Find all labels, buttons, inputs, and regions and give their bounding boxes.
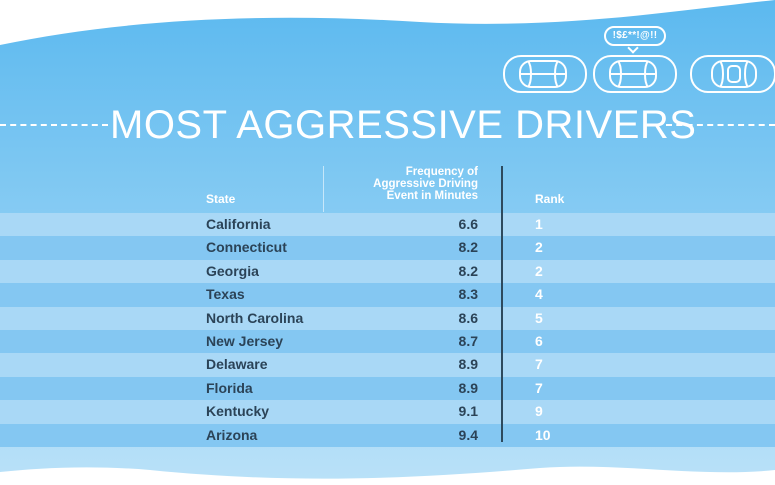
- speech-bubble: !$£**!@!!: [604, 26, 666, 46]
- frequency-cell: 6.6: [458, 216, 478, 232]
- state-cell: New Jersey: [206, 332, 284, 349]
- rank-cell: 10: [535, 426, 551, 443]
- state-cell: Florida: [206, 379, 253, 396]
- rank-cell: 2: [535, 262, 543, 279]
- column-header-frequency-line: Aggressive Driving: [373, 178, 478, 190]
- state-cell: Delaware: [206, 356, 268, 373]
- frequency-cell: 8.9: [458, 356, 478, 373]
- table-body: California 6.6 1 Connecticut 8.2 2 Georg…: [0, 213, 775, 447]
- state-cell: North Carolina: [206, 309, 304, 326]
- table-row: Texas 8.3 4: [0, 283, 775, 307]
- cars-illustration: [503, 55, 775, 93]
- page-title: MOST AGGRESSIVE DRIVERS: [110, 103, 697, 147]
- frequency-cell: 9.1: [458, 403, 478, 420]
- column-header-state: State: [206, 192, 236, 206]
- table-row: Florida 8.9 7: [0, 376, 775, 401]
- rank-cell: 7: [535, 379, 543, 396]
- frequency-cell: 9.4: [458, 426, 478, 443]
- table-row: Georgia 8.2 2: [0, 259, 775, 284]
- car-icon: [503, 55, 587, 93]
- state-cell: Kentucky: [206, 403, 270, 420]
- table-row: Kentucky 9.1 9: [0, 400, 775, 424]
- dashed-divider-right: [666, 124, 775, 126]
- column-header-frequency: Frequency of Aggressive Driving Event in…: [330, 166, 478, 202]
- state-cell: California: [206, 216, 271, 232]
- rank-cell: 2: [535, 239, 543, 256]
- frequency-cell: 8.2: [458, 262, 478, 279]
- rank-cell: 5: [535, 309, 543, 326]
- column-header-frequency-line: Event in Minutes: [386, 190, 478, 202]
- rank-cell: 9: [535, 403, 543, 420]
- rank-cell: 1: [535, 216, 543, 232]
- rank-cell: 4: [535, 286, 543, 303]
- car-icon: [593, 55, 677, 93]
- title-row: MOST AGGRESSIVE DRIVERS: [0, 100, 775, 150]
- table-row: Arizona 9.4 10: [0, 423, 775, 447]
- table-row: California 6.6 1: [0, 213, 775, 237]
- state-cell: Texas: [206, 286, 245, 303]
- table-row: New Jersey 8.7 6: [0, 329, 775, 354]
- table-row: Connecticut 8.2 2: [0, 236, 775, 260]
- table-row: Delaware 8.9 7: [0, 353, 775, 377]
- column-header-rank: Rank: [535, 192, 565, 206]
- state-cell: Georgia: [206, 262, 259, 279]
- frequency-cell: 8.2: [458, 239, 478, 256]
- frequency-cell: 8.6: [458, 309, 478, 326]
- rank-cell: 7: [535, 356, 543, 373]
- frequency-cell: 8.3: [458, 286, 478, 303]
- frequency-cell: 8.9: [458, 379, 478, 396]
- rank-cell: 6: [535, 332, 543, 349]
- dashed-divider-left: [0, 124, 108, 126]
- column-header-frequency-line: Frequency of: [405, 166, 478, 178]
- frequency-cell: 8.7: [458, 332, 478, 349]
- header-divider: [323, 166, 324, 212]
- column-divider: [501, 166, 503, 442]
- state-cell: Connecticut: [206, 239, 287, 256]
- state-cell: Arizona: [206, 426, 258, 443]
- table-row: North Carolina 8.6 5: [0, 306, 775, 330]
- car-icon: [690, 55, 775, 93]
- table-header: State Frequency of Aggressive Driving Ev…: [0, 160, 775, 212]
